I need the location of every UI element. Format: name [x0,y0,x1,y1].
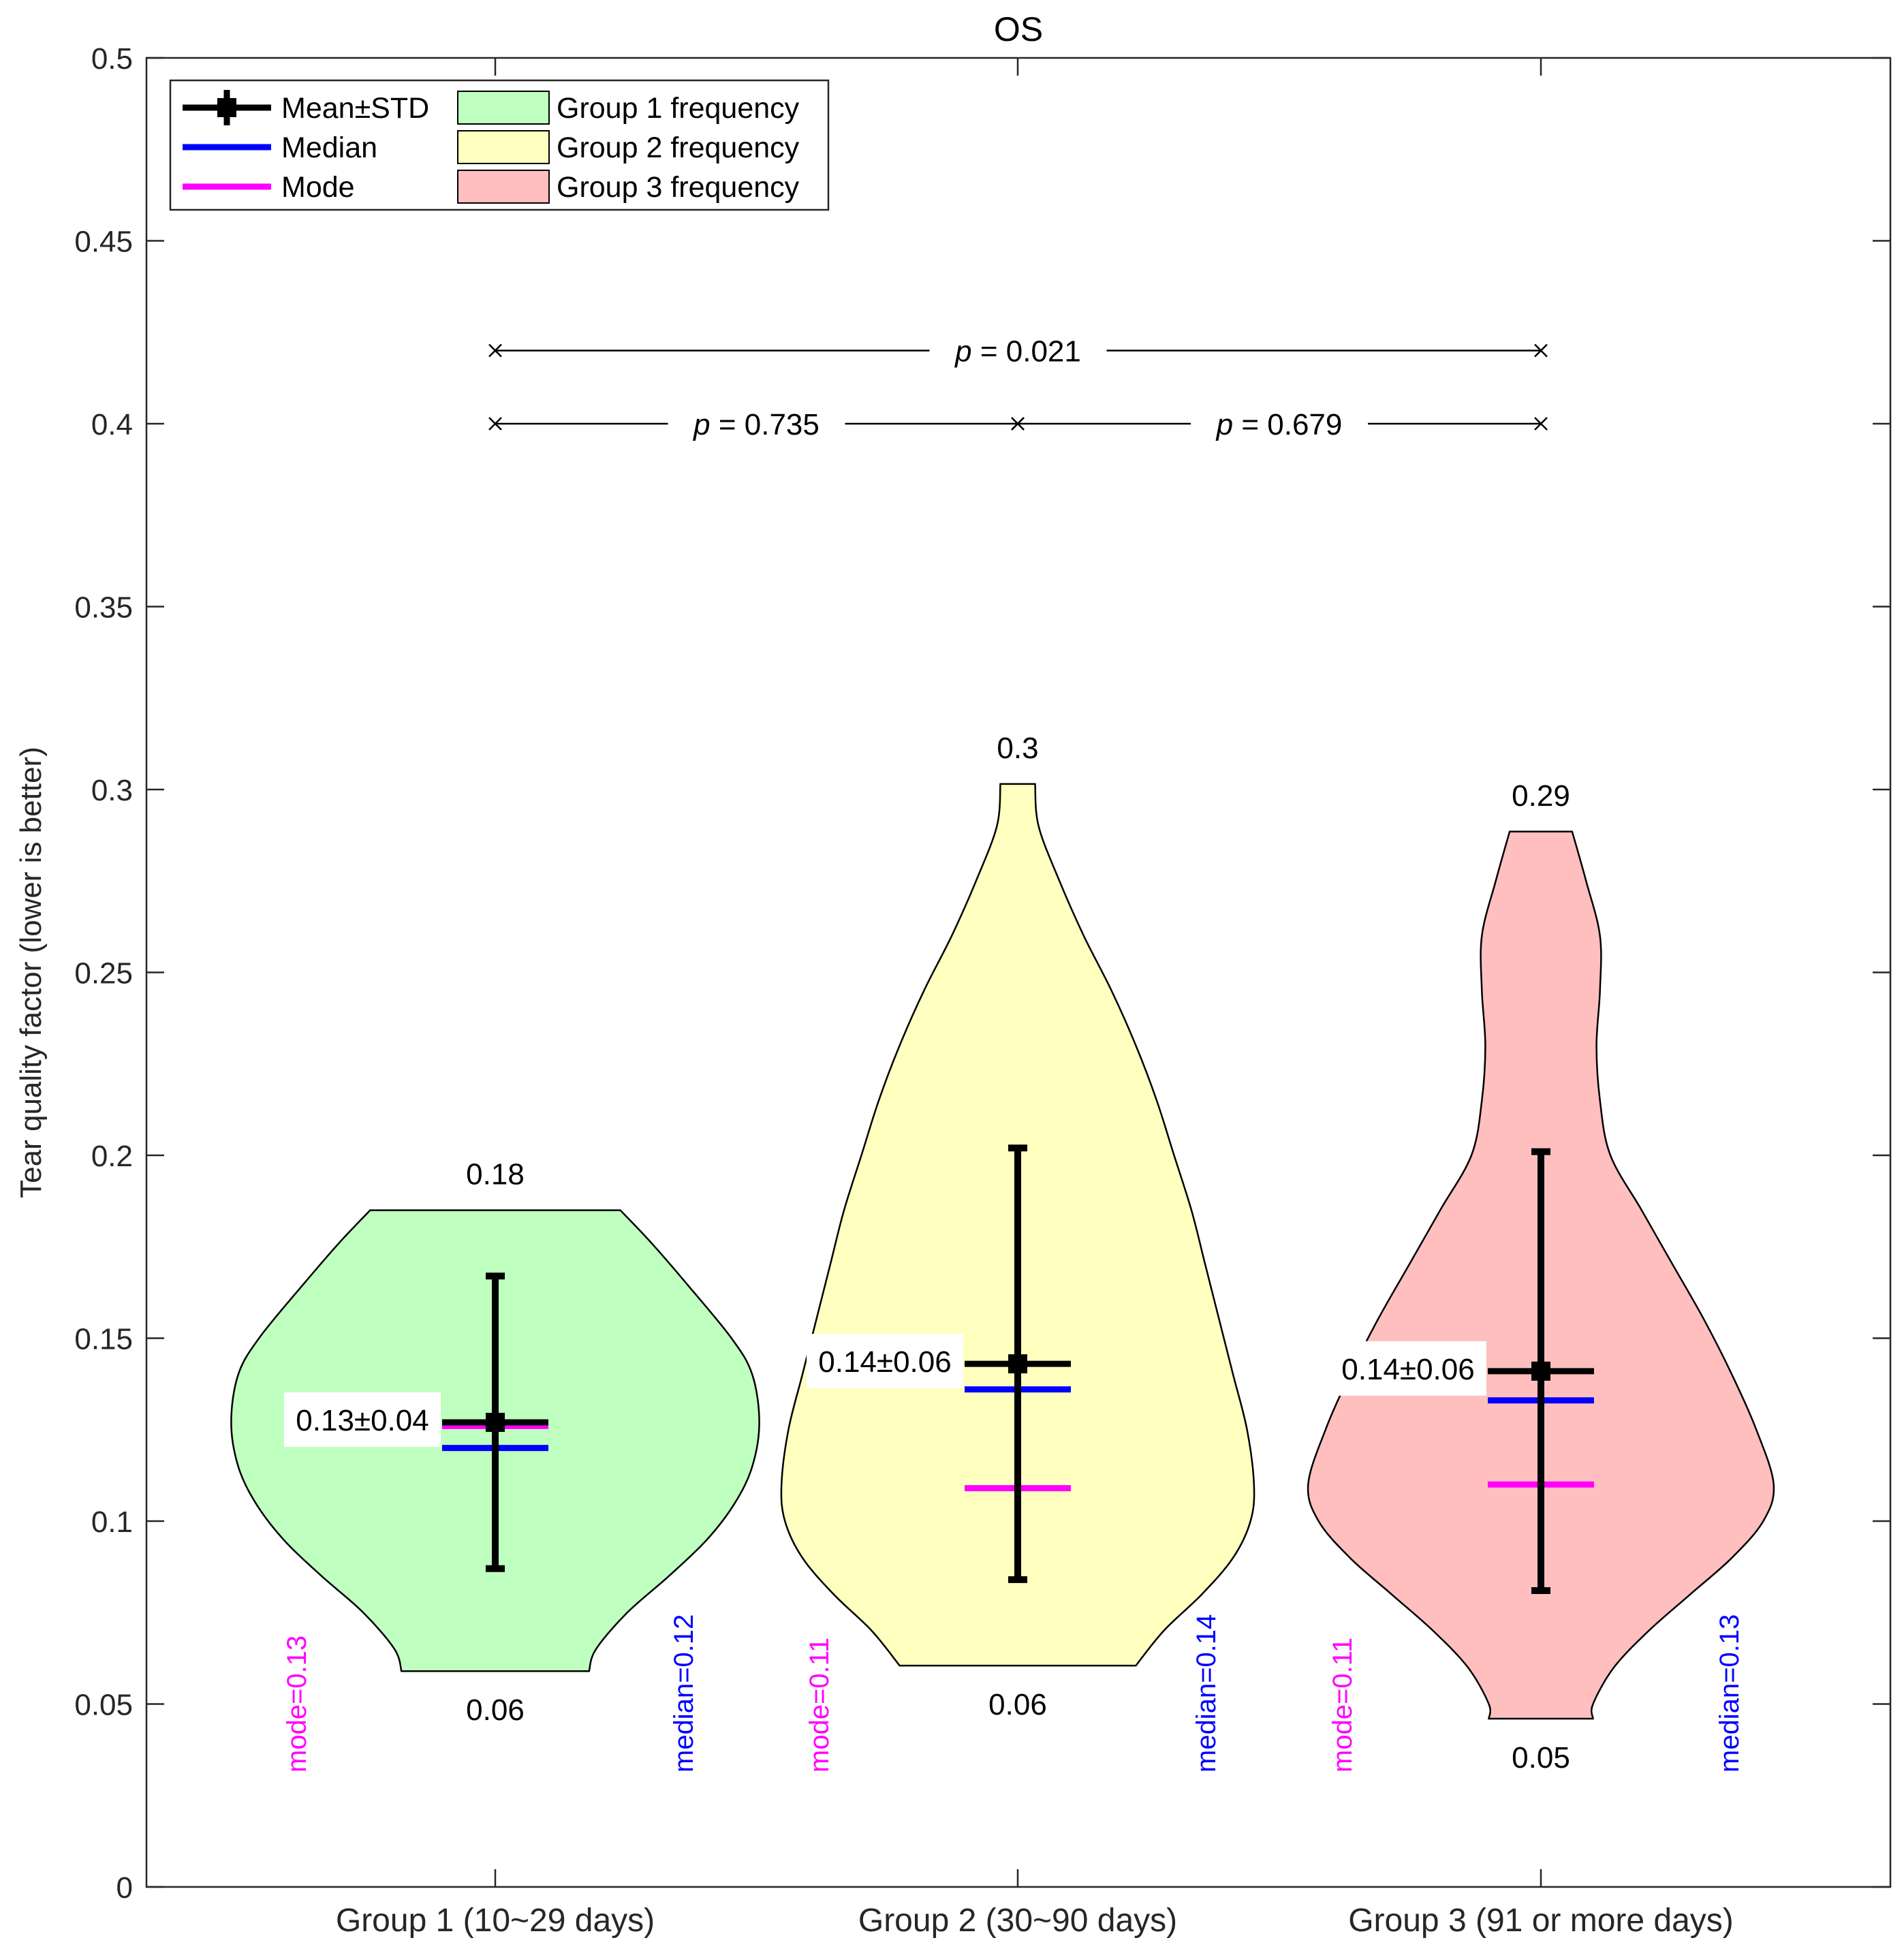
axes-box [145,57,1892,1888]
p-value-symbol: p [1215,408,1233,441]
y-tick-label: 0 [116,1871,133,1905]
min-label-group-1: 0.06 [466,1693,525,1727]
comparison-marker [1534,343,1548,358]
p-value-text: = 0.679 [1233,408,1342,441]
legend-swatch-group3 [457,170,550,204]
axes-labels-layer: OS Tear quality factor (lower is better) [14,10,1043,1198]
p-value-text: = 0.021 [972,335,1081,369]
legend-label-mode: Mode [281,171,355,204]
legend-swatch-group1 [457,91,550,125]
p-value-symbol: p [954,335,971,369]
y-tick-label: 0.15 [74,1323,133,1356]
x-tick-label: Group 3 (91 or more days) [1348,1903,1734,1939]
comparison-marker [1011,417,1025,431]
y-tick-label: 0.4 [91,408,133,441]
y-tick-label: 0.3 [91,774,133,807]
legend-label-group2: Group 2 frequency [557,131,800,164]
data-labels-layer: 0.18 0.06 0.13±0.04 mode=0.13 median=0.12 0.3… [282,732,1745,1775]
mode-label-group-2: mode=0.11 [805,1638,834,1772]
mean-marker-group-2 [1008,1354,1027,1374]
max-label-group-1: 0.18 [466,1158,525,1191]
x-tick-label: Group 1 (10~29 days) [336,1903,655,1939]
median-label-group-3: median=0.13 [1715,1614,1745,1772]
max-label-group-3: 0.29 [1512,779,1570,813]
y-tick-label: 0.35 [74,591,133,625]
y-tick-label: 0.05 [74,1689,133,1722]
y-tick-label: 0.1 [91,1505,133,1539]
comparison-marker [1534,417,1548,431]
mean-marker-group-1 [486,1413,505,1433]
mean-label-group-1: 0.13±0.04 [296,1404,428,1437]
axis-ticks-layer: 0 0.05 0.1 0.15 0.2 0.25 0.3 0.35 0.4 0.45 0.5 Grou… [74,42,1890,1939]
legend-label-median: Median [281,131,377,164]
x-tick-label: Group 2 (30~90 days) [858,1903,1177,1939]
mean-label-bg-group-1 [284,1392,441,1448]
legend-swatch-mean-marker [217,98,236,117]
legend-label-group3: Group 3 frequency [557,171,800,204]
legend-label-mean: Mean±STD [281,92,429,125]
mean-label-group-3: 0.14±0.06 [1341,1353,1474,1386]
max-label-group-2: 0.3 [997,732,1038,765]
legend-swatch-group2 [457,130,550,164]
min-label-group-3: 0.05 [1512,1741,1570,1775]
mode-label-group-3: mode=0.11 [1328,1638,1358,1772]
p-value-symbol: p [692,408,710,441]
p-value-label-1: p = 0.735 [692,408,820,441]
mode-label-group-1: mode=0.13 [282,1636,312,1772]
mean-label-bg-group-2 [807,1334,963,1389]
median-label-group-1: median=0.12 [669,1614,699,1772]
min-label-group-2: 0.06 [988,1688,1047,1721]
y-tick-label: 0.2 [91,1140,133,1173]
median-label-group-2: median=0.14 [1191,1614,1221,1772]
y-axis-label: Tear quality factor (lower is better) [14,747,48,1198]
stats-layer [442,1144,1594,1595]
p-value-text: = 0.735 [711,408,820,441]
p-value-label-3: p = 0.021 [954,335,1081,369]
y-tick-label: 0.25 [74,957,133,990]
p-value-label-2: p = 0.679 [1215,408,1343,441]
chart-title: OS [994,10,1043,48]
mean-marker-group-3 [1531,1361,1550,1381]
y-tick-label: 0.5 [91,42,133,76]
y-tick-label: 0.45 [74,225,133,259]
legend: Mean±STD Median Mode Group 1 frequency Group… [169,79,830,211]
comparison-marker [488,417,502,431]
mean-label-bg-group-3 [1330,1341,1486,1396]
legend-label-group1: Group 1 frequency [557,92,800,125]
comparison-marker [488,343,502,358]
mean-label-group-2: 0.14±0.06 [818,1345,951,1379]
